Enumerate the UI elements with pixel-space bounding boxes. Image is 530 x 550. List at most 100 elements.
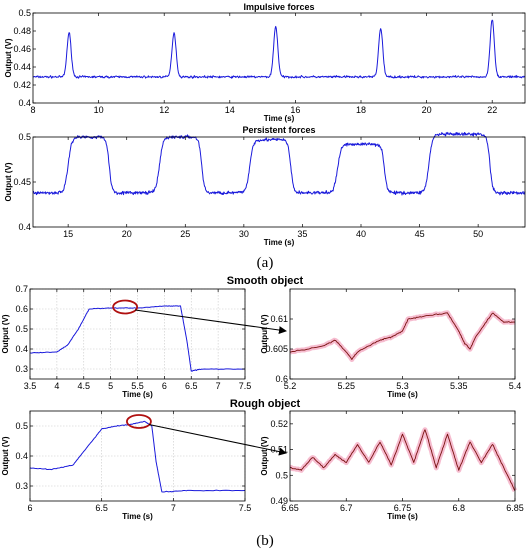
series-line xyxy=(289,312,516,360)
chart-title: Smooth object xyxy=(227,275,304,287)
y-tick-label: 0.7 xyxy=(15,284,28,294)
series-line xyxy=(289,429,516,491)
y-tick-label: 0.5 xyxy=(275,470,288,480)
x-tick-label: 5.25 xyxy=(337,381,355,391)
x-tick-label: 16 xyxy=(290,105,300,115)
x-tick-label: 15 xyxy=(63,229,73,239)
x-tick-label: 20 xyxy=(422,105,432,115)
x-tick-label: 25 xyxy=(180,229,190,239)
caption-a: (a) xyxy=(257,255,274,271)
x-tick-label: 6.5 xyxy=(95,503,108,513)
highlight-ellipse xyxy=(126,414,152,429)
x-tick-label: 6.75 xyxy=(394,503,412,513)
x-tick-label: 12 xyxy=(159,105,169,115)
y-tick-label: 0.61 xyxy=(270,314,288,324)
chart-title: Rough object xyxy=(230,398,301,410)
x-axis-label: Time (s) xyxy=(387,512,418,521)
plot-frame xyxy=(29,410,246,502)
x-tick-label: 10 xyxy=(94,105,104,115)
chart-persistent: Persistent forces 15 20 25 30 35 40 45 50 0.4 0.45… xyxy=(4,125,526,247)
chart-smooth_full: Smooth object 3.5 4 4.5 5 5.5 6 6.5 7 7.5 0.3 0.4 0.… xyxy=(1,275,304,399)
series-line xyxy=(32,131,526,196)
y-tick-label: 0.4 xyxy=(18,98,31,108)
y-axis-label: Output (V) xyxy=(1,436,10,475)
chart-title: Impulsive forces xyxy=(243,2,314,12)
x-tick-label: 7 xyxy=(171,503,176,513)
x-axis-label: Time (s) xyxy=(122,390,153,399)
y-axis-label: Output (V) xyxy=(4,162,13,201)
y-tick-label: 0.49 xyxy=(270,496,288,506)
y-tick-label: 0.44 xyxy=(13,62,31,72)
plot-frame xyxy=(32,12,526,104)
chart-rough_full: Rough object 6 6.5 7 7.5 0.3 0.4 0.5 Time (s) Out… xyxy=(1,398,300,521)
x-tick-label: 6 xyxy=(162,381,167,391)
y-tick-label: 0.45 xyxy=(13,177,31,187)
y-tick-label: 0.4 xyxy=(15,344,28,354)
x-tick-label: 5.2 xyxy=(284,381,297,391)
highlight-ellipse xyxy=(112,299,139,315)
x-tick-label: 22 xyxy=(487,105,497,115)
plot-frame xyxy=(289,410,516,502)
x-tick-label: 4 xyxy=(54,381,59,391)
series-line xyxy=(32,19,526,79)
x-tick-label: 5.35 xyxy=(450,381,468,391)
x-tick-label: 5 xyxy=(108,381,113,391)
y-axis-label: Output (V) xyxy=(260,436,269,475)
x-tick-label: 7.5 xyxy=(239,381,252,391)
chart-title: Persistent forces xyxy=(242,125,315,135)
chart-impulsive: Impulsive forces 8 10 12 14 16 18 20 22 0.4 0.42 0.… xyxy=(4,2,526,123)
x-tick-label: 50 xyxy=(473,229,483,239)
series-glow xyxy=(288,427,518,493)
x-tick-label: 6 xyxy=(27,503,32,513)
x-axis-label: Time (s) xyxy=(264,238,295,247)
zoom-arrow xyxy=(148,424,287,456)
x-tick-label: 20 xyxy=(122,229,132,239)
x-tick-label: 35 xyxy=(297,229,307,239)
x-tick-label: 7.5 xyxy=(239,503,252,513)
plot-frame xyxy=(32,136,526,228)
caption-b: (b) xyxy=(256,533,274,549)
x-tick-label: 6.85 xyxy=(506,503,524,513)
y-tick-label: 0.6 xyxy=(15,304,28,314)
x-tick-label: 6.5 xyxy=(185,381,198,391)
y-tick-label: 0.3 xyxy=(15,364,28,374)
x-tick-label: 18 xyxy=(356,105,366,115)
x-tick-label: 40 xyxy=(356,229,366,239)
x-tick-label: 5.5 xyxy=(131,381,144,391)
x-tick-label: 6.65 xyxy=(281,503,299,513)
x-tick-label: 3.5 xyxy=(24,381,37,391)
x-tick-label: 6.8 xyxy=(452,503,465,513)
y-tick-label: 0.5 xyxy=(15,421,28,431)
y-tick-label: 0.605 xyxy=(265,344,288,354)
y-tick-label: 0.4 xyxy=(15,451,28,461)
x-tick-label: 14 xyxy=(225,105,235,115)
plot-frame xyxy=(289,288,516,380)
y-tick-label: 0.46 xyxy=(13,44,31,54)
y-axis-label: Output (V) xyxy=(4,38,13,77)
x-tick-label: 5.4 xyxy=(509,381,522,391)
y-tick-label: 0.52 xyxy=(270,419,288,429)
series-line xyxy=(29,420,246,493)
x-tick-label: 45 xyxy=(415,229,425,239)
y-axis-label: Output (V) xyxy=(1,314,10,353)
x-tick-label: 8 xyxy=(30,105,35,115)
y-tick-label: 0.6 xyxy=(275,374,288,384)
y-tick-label: 0.42 xyxy=(13,80,31,90)
x-tick-label: 6.7 xyxy=(340,503,353,513)
zoom-arrow xyxy=(135,309,287,334)
x-tick-label: 5.3 xyxy=(396,381,409,391)
y-tick-label: 0.3 xyxy=(15,481,28,491)
x-tick-label: 4.5 xyxy=(77,381,90,391)
y-tick-label: 0.48 xyxy=(13,26,31,36)
x-tick-label: 30 xyxy=(239,229,249,239)
y-axis-label: Output (V) xyxy=(260,314,269,353)
x-axis-label: Time (s) xyxy=(264,114,295,123)
chart-smooth_zoom: 5.2 5.25 5.3 5.35 5.4 0.6 0.605 0.61 Time (s) Out… xyxy=(260,288,522,399)
x-axis-label: Time (s) xyxy=(387,390,418,399)
series-glow xyxy=(289,310,517,363)
y-tick-label: 0.4 xyxy=(18,222,31,232)
y-tick-label: 0.5 xyxy=(18,132,31,142)
y-tick-label: 0.5 xyxy=(18,8,31,18)
